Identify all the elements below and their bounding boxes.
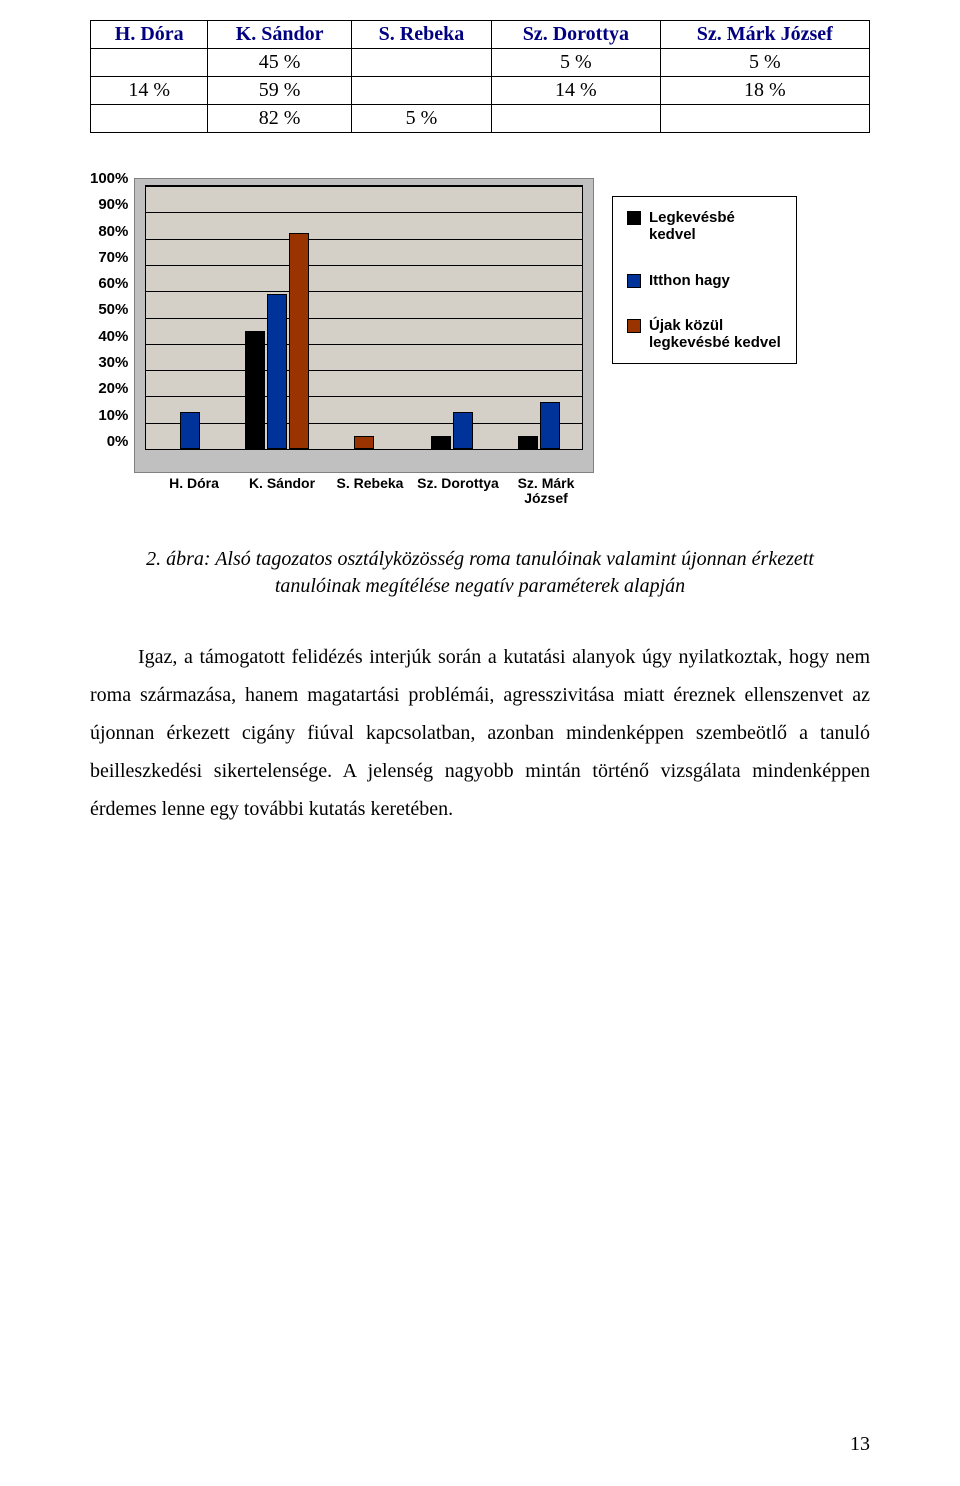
- legend-item: Itthon hagy: [627, 272, 782, 289]
- table-cell: 14 %: [492, 77, 661, 105]
- legend-item: Újak közül legkevésbé kedvel: [627, 317, 782, 352]
- chart-category-group: [234, 186, 321, 449]
- y-tick-label: 30%: [98, 354, 128, 371]
- table-cell: [351, 49, 491, 77]
- y-tick-label: 50%: [98, 301, 128, 318]
- data-table: H. DóraK. SándorS. RebekaSz. DorottyaSz.…: [90, 20, 870, 133]
- figure-caption: 2. ábra: Alsó tagozatos osztályközösség …: [130, 546, 830, 600]
- page-number: 13: [850, 1433, 870, 1456]
- bar-chart: 100%90%80%70%60%50%40%30%20%10%0% H. Dór…: [90, 178, 870, 521]
- chart-bar: [245, 331, 265, 449]
- table-cell: [660, 105, 869, 133]
- y-tick-label: 60%: [98, 275, 128, 292]
- legend-label: Itthon hagy: [649, 272, 730, 289]
- chart-bar: [518, 436, 538, 449]
- legend-label: Újak közül legkevésbé kedvel: [649, 317, 782, 352]
- y-tick-label: 20%: [98, 380, 128, 397]
- chart-legend: Legkevésbé kedvel Itthon hagy Újak közül l…: [612, 196, 797, 364]
- table-cell: 14 %: [91, 77, 208, 105]
- chart-bar: [453, 412, 473, 449]
- table-cell: 82 %: [208, 105, 351, 133]
- chart-bar: [540, 402, 560, 449]
- table-header-cell: H. Dóra: [91, 21, 208, 49]
- y-tick-label: 40%: [98, 328, 128, 345]
- chart-bar: [431, 436, 451, 449]
- y-tick-label: 70%: [98, 249, 128, 266]
- chart-bar: [267, 294, 287, 449]
- chart-plot-area: [134, 178, 594, 473]
- table-cell: [91, 49, 208, 77]
- chart-category-group: [321, 186, 408, 449]
- y-tick-label: 0%: [107, 433, 129, 450]
- table-cell: 45 %: [208, 49, 351, 77]
- table-cell: [91, 105, 208, 133]
- chart-bar: [289, 233, 309, 449]
- y-tick-label: 100%: [90, 170, 128, 187]
- legend-swatch: [627, 319, 641, 333]
- chart-category-group: [495, 186, 582, 449]
- table-cell: 59 %: [208, 77, 351, 105]
- x-tick-label: Sz. MárkJózsef: [502, 476, 590, 521]
- body-paragraph: Igaz, a támogatott felidézés interjúk so…: [90, 638, 870, 828]
- legend-swatch: [627, 211, 641, 225]
- table-row: 45 % 5 %5 %: [91, 49, 870, 77]
- chart-category-group: [146, 186, 233, 449]
- table-header-cell: K. Sándor: [208, 21, 351, 49]
- table-cell: 5 %: [660, 49, 869, 77]
- table-row: 82 %5 %: [91, 105, 870, 133]
- chart-bar: [354, 436, 374, 449]
- table-cell: 5 %: [492, 49, 661, 77]
- legend-label: Legkevésbé kedvel: [649, 209, 782, 244]
- y-tick-label: 10%: [98, 407, 128, 424]
- x-tick-label: Sz. Dorottya: [414, 476, 502, 521]
- legend-swatch: [627, 274, 641, 288]
- x-tick-label: K. Sándor: [238, 476, 326, 521]
- table-row: 14 %59 %14 %18 %: [91, 77, 870, 105]
- x-tick-label: H. Dóra: [150, 476, 238, 521]
- chart-bar: [180, 412, 200, 449]
- x-tick-label: S. Rebeka: [326, 476, 414, 521]
- y-tick-label: 90%: [98, 196, 128, 213]
- table-cell: [351, 77, 491, 105]
- table-header-cell: Sz. Márk József: [660, 21, 869, 49]
- table-cell: [492, 105, 661, 133]
- table-cell: 5 %: [351, 105, 491, 133]
- y-tick-label: 80%: [98, 223, 128, 240]
- table-header-cell: Sz. Dorottya: [492, 21, 661, 49]
- table-cell: 18 %: [660, 77, 869, 105]
- legend-item: Legkevésbé kedvel: [627, 209, 782, 244]
- table-header-cell: S. Rebeka: [351, 21, 491, 49]
- chart-category-group: [408, 186, 495, 449]
